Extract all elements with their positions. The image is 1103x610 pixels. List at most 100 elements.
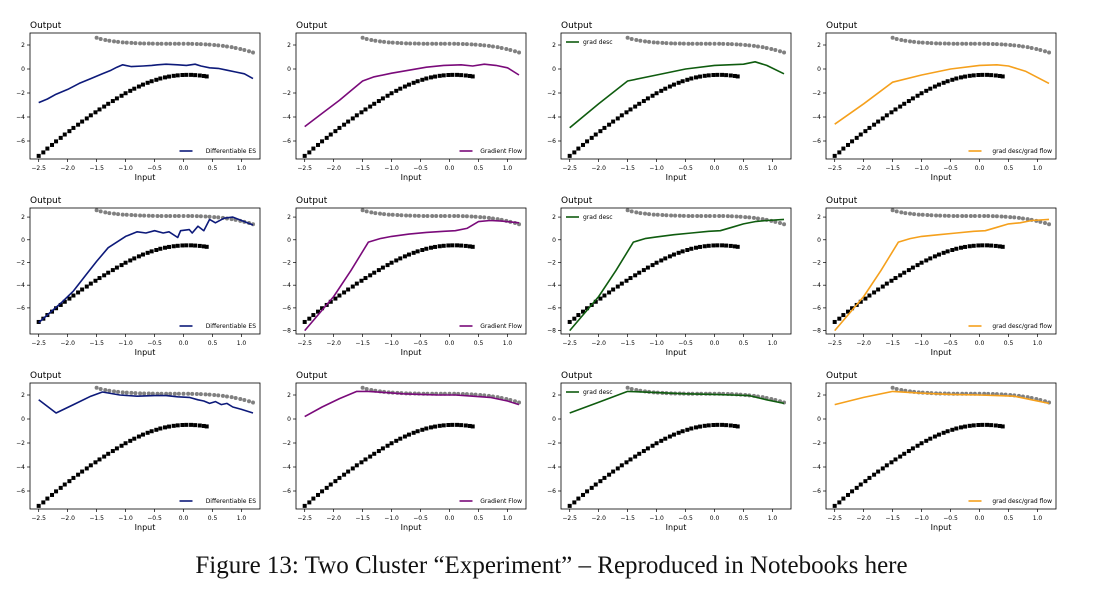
- x-tick-label: −1.0: [914, 515, 929, 522]
- gray-point: [655, 212, 660, 217]
- y-tick-label: 2: [552, 42, 556, 49]
- gray-point: [129, 40, 134, 45]
- black-point: [841, 146, 846, 151]
- axes-frame: [29, 382, 261, 510]
- black-point: [428, 75, 433, 80]
- black-point: [204, 244, 209, 249]
- black-point: [919, 91, 924, 96]
- black-point: [328, 299, 333, 304]
- black-point: [398, 436, 403, 441]
- black-point: [389, 441, 394, 446]
- x-tick-label: −1.5: [620, 515, 635, 522]
- black-point: [80, 287, 85, 292]
- y-tick-label: 0: [287, 416, 291, 423]
- black-point: [420, 77, 425, 82]
- y-tick-label: −2: [282, 259, 291, 266]
- black-point: [637, 270, 642, 275]
- black-point: [424, 246, 429, 251]
- gray-point: [464, 214, 469, 219]
- black-point: [71, 475, 76, 480]
- black-point: [967, 423, 972, 428]
- black-point: [394, 88, 399, 93]
- black-point: [71, 125, 76, 130]
- black-point: [854, 485, 859, 490]
- gray-point: [98, 209, 103, 214]
- black-point: [189, 243, 194, 248]
- black-point: [171, 244, 176, 249]
- black-point: [654, 441, 659, 446]
- black-point: [607, 290, 612, 295]
- black-point: [945, 79, 950, 84]
- gray-point: [395, 213, 400, 218]
- black-point: [398, 256, 403, 261]
- y-tick-label: −6: [547, 305, 556, 312]
- y-axis-label: Output: [826, 371, 858, 381]
- gray-point: [1012, 215, 1017, 220]
- gray-point: [220, 393, 225, 398]
- axes-frame: [560, 207, 792, 335]
- axes-frame: [295, 207, 527, 335]
- black-point: [372, 101, 377, 106]
- gray-point: [103, 387, 108, 392]
- gray-point: [734, 214, 739, 219]
- x-tick-label: −1.5: [355, 340, 370, 347]
- black-point: [884, 463, 889, 468]
- legend-label: grad desc: [583, 214, 613, 221]
- black-point: [470, 244, 475, 249]
- black-point: [467, 73, 472, 78]
- black-point: [932, 434, 937, 439]
- black-point: [971, 73, 976, 78]
- black-point: [62, 132, 67, 137]
- gray-point: [986, 214, 991, 219]
- black-point: [102, 454, 107, 459]
- x-tick-label: −1.0: [914, 340, 929, 347]
- black-point: [324, 485, 329, 490]
- black-point: [876, 287, 881, 292]
- black-point: [110, 449, 115, 454]
- black-point: [902, 270, 907, 275]
- x-tick-label: −2.0: [60, 340, 75, 347]
- gray-point: [190, 41, 195, 46]
- gray-point: [404, 213, 409, 218]
- x-tick-label: 0.0: [975, 165, 985, 172]
- x-tick-label: −1.5: [355, 515, 370, 522]
- gray-point: [677, 213, 682, 218]
- black-point: [433, 74, 438, 79]
- gray-point: [486, 43, 491, 48]
- black-point: [680, 429, 685, 434]
- black-point: [342, 122, 347, 127]
- x-tick-label: −0.5: [943, 515, 958, 522]
- gray-point: [777, 49, 782, 54]
- legend-label: grad desc/grad flow: [992, 498, 1052, 505]
- gray-point: [434, 41, 439, 46]
- y-tick-label: −4: [282, 464, 291, 471]
- black-point: [924, 258, 929, 263]
- black-point: [619, 113, 624, 118]
- black-point: [154, 248, 159, 252]
- gray-point: [490, 44, 495, 49]
- black-point: [45, 146, 50, 151]
- gray-point: [495, 45, 500, 50]
- gray-point: [946, 213, 951, 218]
- black-point: [624, 460, 629, 465]
- legend-label: Gradient Flow: [480, 498, 522, 505]
- black-point: [402, 434, 407, 439]
- y-tick-label: −4: [547, 282, 556, 289]
- y-tick-label: 0: [552, 416, 556, 423]
- black-point: [368, 454, 373, 459]
- gray-point: [690, 41, 695, 46]
- series-line: [834, 390, 1050, 406]
- gray-point: [982, 41, 987, 46]
- gray-point: [124, 212, 129, 217]
- gray-point: [934, 41, 939, 46]
- black-point: [158, 426, 163, 431]
- black-point: [867, 475, 872, 480]
- black-point: [193, 243, 198, 248]
- x-tick-label: −1.0: [384, 340, 399, 347]
- black-point: [837, 500, 842, 505]
- black-point: [919, 260, 924, 265]
- gray-point: [216, 215, 221, 220]
- black-point: [433, 244, 438, 249]
- series-line: [569, 218, 785, 332]
- panel-r2-c2: Output −2.5 −2.0 −1.5 −1.0 −0.5 0.0 0.5 1.0 Input…: [547, 371, 792, 532]
